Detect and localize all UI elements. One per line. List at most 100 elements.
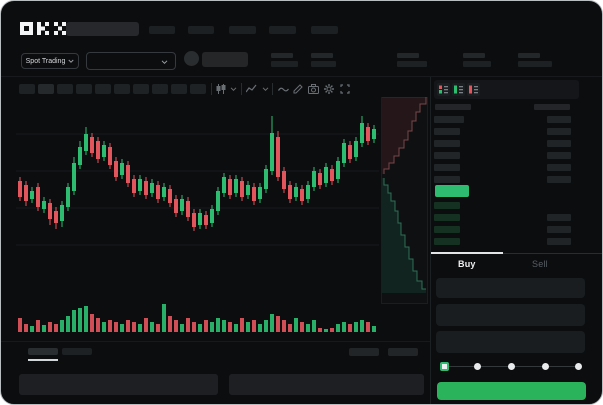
orderbook-amount-placeholder [547, 151, 571, 159]
orderbook-amount-placeholder [547, 139, 571, 147]
orderbook-row[interactable] [434, 149, 571, 161]
candlestick-icon[interactable] [216, 84, 226, 94]
nav-item-placeholder[interactable] [188, 26, 214, 34]
okx-logo[interactable] [20, 22, 66, 35]
chevron-down-icon[interactable] [262, 87, 269, 92]
orderbook-amount-placeholder [547, 213, 571, 221]
timeframe-button[interactable] [133, 84, 149, 94]
orderbook-price-placeholder [434, 175, 460, 183]
orderbook-row[interactable] [434, 211, 571, 223]
bottom-action-placeholder[interactable] [388, 348, 418, 356]
nav-item-placeholder[interactable] [269, 26, 296, 34]
last-price-bar [435, 185, 469, 197]
orderbook-row[interactable] [434, 137, 571, 149]
timeframe-button[interactable] [38, 84, 54, 94]
nav-item-placeholder[interactable] [229, 26, 256, 34]
slider-stop[interactable] [542, 363, 549, 370]
orderbook-row[interactable] [434, 113, 571, 125]
orderbook-price-placeholder [434, 201, 460, 209]
market-type-label: Spot Trading [25, 57, 66, 65]
orderbook-all-icon[interactable] [437, 83, 450, 96]
total-input[interactable] [436, 331, 585, 353]
orderbook-bids [434, 199, 571, 247]
orderbook-amount-placeholder [547, 225, 571, 233]
ticker-stat [397, 53, 427, 67]
orderbook-row[interactable] [434, 235, 571, 247]
orderbook-header-price [435, 104, 471, 110]
timeframe-button[interactable] [152, 84, 168, 94]
bottom-tab-active[interactable] [28, 348, 58, 355]
tab-buy[interactable]: Buy [458, 259, 476, 269]
orderbook-row[interactable] [434, 223, 571, 235]
chevron-down-icon[interactable] [230, 87, 237, 92]
orderbook-row[interactable] [434, 199, 571, 211]
orderbook-amount-placeholder [547, 163, 571, 171]
orderbook-header-amount [534, 104, 570, 110]
orderbook-row[interactable] [434, 125, 571, 137]
market-type-selector[interactable]: Spot Trading [21, 53, 79, 69]
top-nav [1, 1, 602, 45]
camera-icon[interactable] [308, 84, 319, 94]
nav-item-placeholder[interactable] [149, 26, 175, 34]
orderbook-price-placeholder [434, 139, 460, 147]
buy-button[interactable] [437, 382, 586, 400]
divider [272, 83, 273, 95]
divider [1, 341, 430, 342]
timeframe-button[interactable] [114, 84, 130, 94]
amount-input[interactable] [436, 304, 585, 326]
search-input[interactable] [66, 22, 139, 36]
orderbook-amount-placeholder [547, 237, 571, 245]
orderbook-price-placeholder [434, 163, 460, 171]
orderbook-price-placeholder [434, 237, 460, 245]
orderbook-bids-icon[interactable] [452, 83, 465, 96]
divider [1, 76, 602, 77]
fullscreen-icon[interactable] [340, 84, 350, 94]
divider [241, 83, 242, 95]
indicator-icon[interactable] [246, 84, 257, 94]
timeframe-button[interactable] [95, 84, 111, 94]
orderbook-asks-icon[interactable] [467, 83, 480, 96]
price-input[interactable] [436, 278, 585, 298]
divider [211, 83, 212, 95]
ticker-stat [518, 53, 552, 67]
orderbook-row[interactable] [434, 173, 571, 185]
nav-item-placeholder[interactable] [311, 26, 338, 34]
ticker-stat [311, 53, 336, 67]
chevron-down-icon [161, 60, 168, 65]
slider-handle[interactable] [440, 362, 449, 371]
slider-stop[interactable] [508, 363, 515, 370]
bottom-panel-placeholder [19, 374, 218, 395]
orderbook-amount-placeholder [547, 175, 571, 183]
timeframe-button[interactable] [57, 84, 73, 94]
ticker-stat [271, 53, 298, 67]
timeframe-button[interactable] [19, 84, 35, 94]
ticker-stat [463, 53, 491, 67]
slider-stop[interactable] [575, 363, 582, 370]
bottom-tab-underline [28, 359, 58, 361]
line-style-icon[interactable] [278, 86, 289, 93]
divider [430, 77, 431, 404]
timeframe-button[interactable] [190, 84, 206, 94]
orderbook-price-placeholder [434, 213, 460, 221]
tab-sell[interactable]: Sell [532, 259, 548, 269]
chevron-down-icon [68, 59, 74, 63]
orderbook-amount-placeholder [547, 127, 571, 135]
orderbook-asks [434, 113, 571, 185]
timeframe-button[interactable] [171, 84, 187, 94]
draw-icon[interactable] [293, 84, 303, 94]
pair-selector[interactable] [86, 52, 176, 70]
coin-avatar [184, 51, 199, 66]
orderbook-price-placeholder [434, 151, 460, 159]
gear-icon[interactable] [324, 84, 334, 94]
orderbook-price-placeholder [434, 127, 460, 135]
orderbook-row[interactable] [434, 161, 571, 173]
bottom-action-placeholder[interactable] [349, 348, 379, 356]
bottom-tab[interactable] [62, 348, 92, 355]
pair-name-placeholder[interactable] [202, 52, 248, 67]
buy-tab-underline [431, 252, 503, 254]
slider-stop[interactable] [474, 363, 481, 370]
bottom-panel-placeholder [229, 374, 424, 395]
timeframe-button[interactable] [76, 84, 92, 94]
orderbook-amount-placeholder [547, 115, 571, 123]
